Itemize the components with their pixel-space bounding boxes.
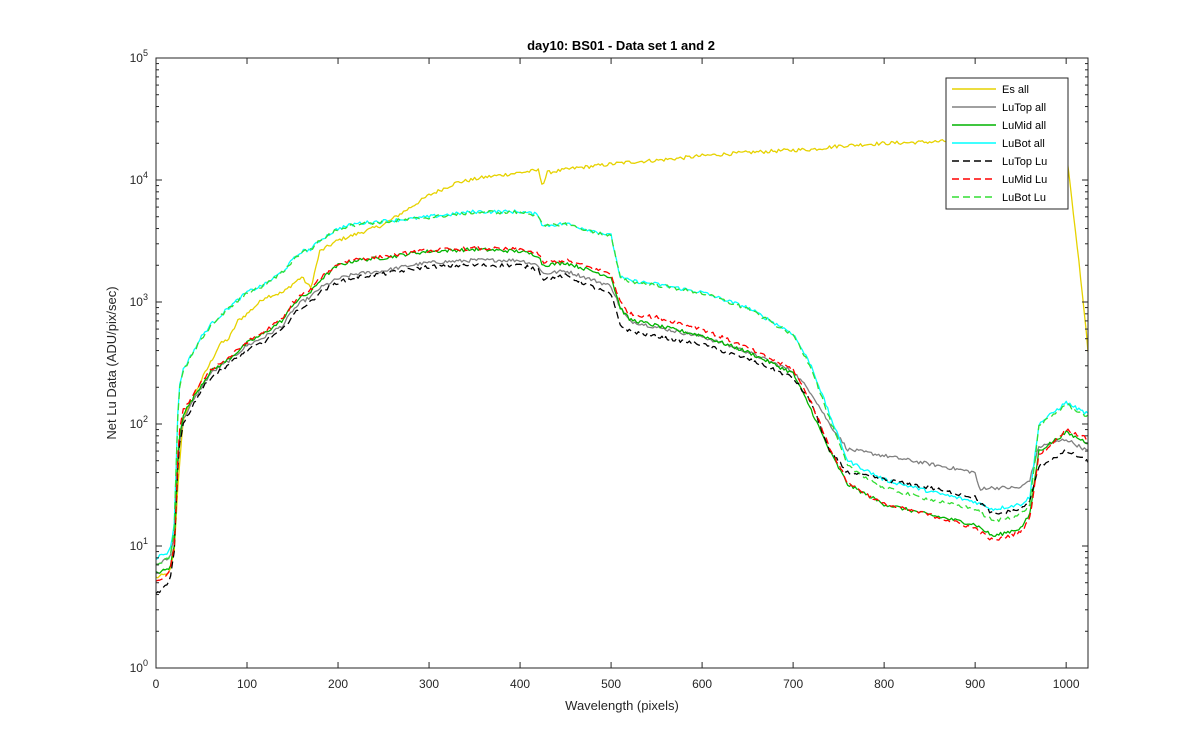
legend-label: LuTop all — [1002, 102, 1046, 114]
legend-item[interactable]: Es all — [952, 84, 1029, 96]
x-tick-label: 500 — [601, 677, 621, 691]
y-axis-label: Net Lu Data (ADU/pix/sec) — [104, 286, 119, 439]
series-line-4 — [156, 263, 1088, 595]
x-tick-label: 700 — [783, 677, 803, 691]
x-tick-label: 800 — [874, 677, 894, 691]
legend-label: LuTop Lu — [1002, 156, 1047, 168]
legend-item[interactable]: LuBot all — [952, 138, 1045, 150]
y-tick-label: 105 — [130, 48, 148, 65]
plot-background — [156, 58, 1088, 668]
tick-layer: 0 100 200 300 400 500 600 700 800 900 1000 100 101 10… — [130, 48, 1088, 691]
series-line-2 — [156, 247, 1088, 574]
y-tick-label: 102 — [130, 414, 148, 431]
plot-frame — [155, 57, 1089, 669]
legend-item[interactable]: LuTop Lu — [952, 156, 1047, 168]
x-axis-label: Wavelength (pixels) — [565, 698, 679, 713]
series-layer — [156, 138, 1088, 595]
x-tick-label: 900 — [965, 677, 985, 691]
legend[interactable]: Es all LuTop all LuMid all LuBot all LuTop L… — [945, 77, 1069, 210]
legend-label: Es all — [1002, 84, 1029, 96]
legend-label: LuBot all — [1002, 138, 1045, 150]
legend-label: LuBot Lu — [1002, 192, 1046, 204]
series-line-6 — [156, 209, 1088, 566]
y-tick-label: 104 — [130, 170, 148, 187]
legend-item[interactable]: LuTop all — [952, 102, 1046, 114]
x-tick-label: 0 — [153, 677, 160, 691]
x-tick-label: 1000 — [1053, 677, 1080, 691]
legend-label: LuMid Lu — [1002, 174, 1047, 186]
series-line-5 — [156, 246, 1088, 582]
y-tick-label: 101 — [130, 536, 148, 553]
legend-item[interactable]: LuBot Lu — [952, 192, 1046, 204]
x-tick-label: 200 — [328, 677, 348, 691]
series-line-0 — [156, 138, 1088, 579]
y-tick-label: 100 — [130, 658, 148, 675]
x-tick-label: 100 — [237, 677, 257, 691]
x-tick-label: 400 — [510, 677, 530, 691]
legend-item[interactable]: LuMid Lu — [952, 174, 1047, 186]
legend-label: LuMid all — [1002, 120, 1046, 132]
x-tick-label: 300 — [419, 677, 439, 691]
legend-item[interactable]: LuMid all — [952, 120, 1046, 132]
x-tick-label: 600 — [692, 677, 712, 691]
y-tick-label: 103 — [130, 292, 148, 309]
plot-area: 0 100 200 300 400 500 600 700 800 900 1000 100 101 10… — [130, 48, 1089, 691]
chart-title: day10: BS01 - Data set 1 and 2 — [527, 38, 715, 53]
